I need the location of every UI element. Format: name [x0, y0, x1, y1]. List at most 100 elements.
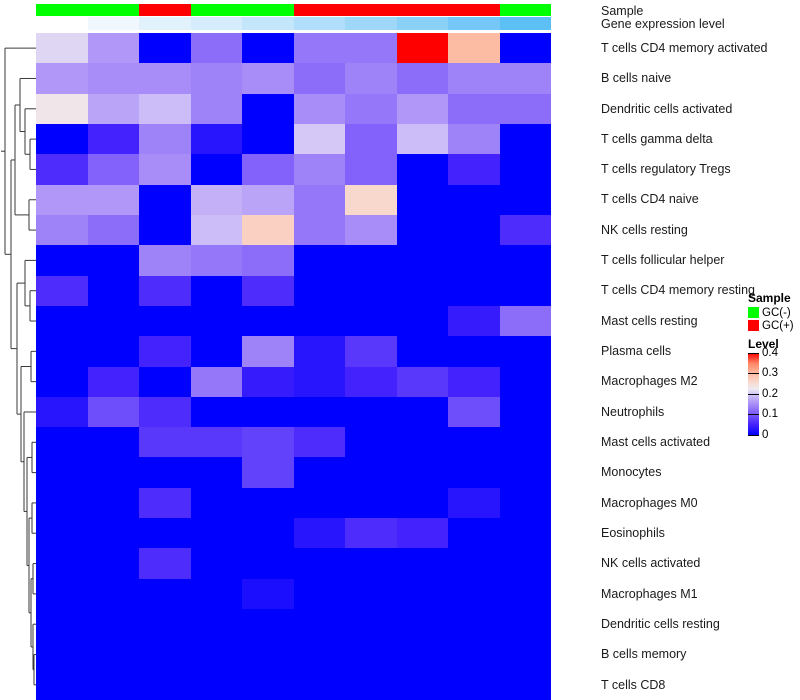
heatmap-cell: [190, 63, 242, 94]
heatmap-row-label: Macrophages M2: [601, 374, 698, 389]
heatmap-cell: [87, 609, 139, 640]
heatmap-cell: [242, 518, 294, 549]
heatmap-cell: [448, 275, 500, 306]
heatmap-cell: [139, 154, 191, 185]
heatmap-row-label: T cells CD4 memory resting: [601, 283, 755, 298]
heatmap-cell: [139, 427, 191, 458]
heatmap-cell: [190, 609, 242, 640]
heatmap-cell: [87, 63, 139, 94]
heatmap-cell: [190, 154, 242, 185]
heatmap-cell: [448, 457, 500, 488]
heatmap-cell: [499, 639, 551, 670]
sample-annotation-cell: [139, 4, 191, 16]
heatmap-cell: [448, 427, 500, 458]
heatmap-cell: [36, 366, 88, 397]
heatmap-cell: [190, 518, 242, 549]
heatmap-cell: [36, 33, 88, 64]
level-colorbar-tick: [748, 393, 759, 395]
heatmap-cell: [396, 245, 448, 276]
heatmap-cell: [396, 548, 448, 579]
heatmap-cell: [190, 245, 242, 276]
heatmap-cell: [36, 336, 88, 367]
heatmap-cell: [448, 396, 500, 428]
heatmap-cell: [293, 184, 345, 215]
heatmap-cell: [242, 305, 294, 337]
heatmap-cell: [139, 214, 191, 246]
sample-annotation-cell: [36, 4, 88, 16]
sample-annotation-cell: [190, 4, 242, 16]
heatmap-row-label: Mast cells activated: [601, 435, 711, 450]
heatmap-cell: [87, 184, 139, 215]
heatmap-cell: [396, 184, 448, 215]
level-colorbar-tick-label: 0: [762, 428, 769, 441]
heatmap-cell: [36, 305, 88, 337]
heatmap-cell: [242, 184, 294, 215]
level-colorbar-tick-label: 0.1: [762, 408, 778, 421]
heatmap-cell: [242, 366, 294, 397]
heatmap-row-label: B cells memory: [601, 647, 687, 662]
heatmap-cell: [139, 33, 191, 64]
heatmap-cell: [499, 427, 551, 458]
heatmap-row-label: T cells gamma delta: [601, 131, 713, 146]
heatmap-cell: [345, 669, 397, 700]
heatmap-row-label: T cells CD4 memory activated: [601, 40, 768, 55]
sample-legend-key-label: GC(+): [762, 319, 794, 332]
heatmap-cell: [139, 275, 191, 306]
heatmap-cell: [345, 366, 397, 397]
level-colorbar-tick: [748, 352, 759, 354]
level-colorbar-tick-label: 0.4: [762, 346, 778, 359]
heatmap-cell: [139, 184, 191, 215]
heatmap-cell: [139, 305, 191, 337]
heatmap-cell: [345, 427, 397, 458]
heatmap-cell: [36, 93, 88, 124]
heatmap-cell: [396, 427, 448, 458]
heatmap-cell: [190, 639, 242, 670]
heatmap-row-label: B cells naive: [601, 71, 672, 86]
heatmap-cell: [499, 518, 551, 549]
heatmap-row-label: Neutrophils: [601, 404, 665, 419]
heatmap-cell: [448, 214, 500, 246]
heatmap-cell: [345, 123, 397, 155]
heatmap-cell: [396, 578, 448, 610]
heatmap-cell: [448, 123, 500, 155]
level-colorbar-tick-label: 0.3: [762, 367, 778, 380]
heatmap-cell: [499, 275, 551, 306]
heatmap-cell: [139, 548, 191, 579]
heatmap-cell: [139, 639, 191, 670]
gene-expression-annotation-cell: [190, 17, 242, 30]
heatmap-cell: [190, 548, 242, 579]
heatmap-row-label: Monocytes: [601, 465, 662, 480]
heatmap-cell: [396, 396, 448, 428]
heatmap-cell: [36, 639, 88, 670]
heatmap-cell: [499, 578, 551, 610]
heatmap-cell: [448, 548, 500, 579]
heatmap-cell: [87, 123, 139, 155]
heatmap-cell: [345, 609, 397, 640]
gene-expression-annotation-label: Gene expression level: [601, 17, 725, 31]
heatmap-cell: [139, 245, 191, 276]
heatmap-cell: [448, 305, 500, 337]
heatmap-cell: [36, 275, 88, 306]
heatmap-cell: [190, 427, 242, 458]
heatmap-cell: [242, 639, 294, 670]
heatmap-cell: [499, 245, 551, 276]
heatmap-cell: [448, 366, 500, 397]
heatmap-cell: [36, 123, 88, 155]
heatmap-cell: [87, 518, 139, 549]
heatmap-cell: [242, 214, 294, 246]
heatmap-cell: [293, 33, 345, 64]
heatmap-row-label: Eosinophils: [601, 525, 665, 540]
heatmap-cell: [190, 184, 242, 215]
heatmap-cell: [396, 366, 448, 397]
level-legend: Level 0.4 0.3 0.2 0.1 0: [748, 337, 800, 441]
heatmap-cell: [293, 123, 345, 155]
heatmap-cell: [190, 214, 242, 246]
gene-expression-annotation-cell: [87, 17, 139, 30]
heatmap-cell: [345, 518, 397, 549]
gene-expression-annotation-cell: [293, 17, 345, 30]
heatmap-cell: [36, 578, 88, 610]
heatmap-cell: [293, 487, 345, 519]
sample-annotation-cell: [396, 4, 448, 16]
gene-expression-annotation-cell: [396, 17, 448, 30]
